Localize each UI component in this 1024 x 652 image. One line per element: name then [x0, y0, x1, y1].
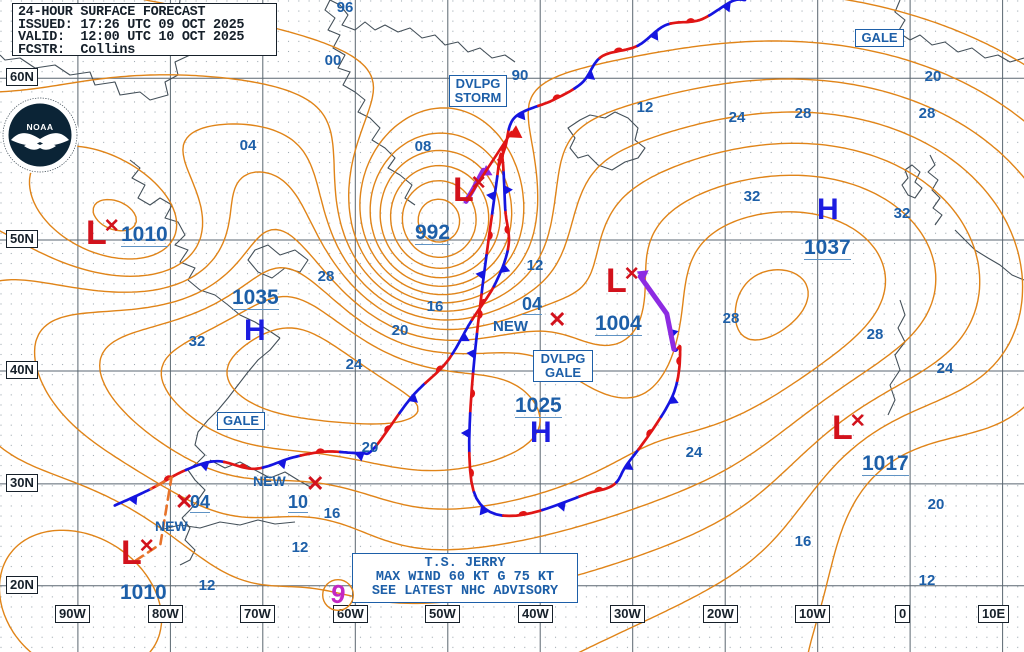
svg-text:08: 08 — [415, 138, 432, 155]
svg-text:28: 28 — [919, 105, 936, 122]
svg-text:16: 16 — [427, 298, 444, 315]
svg-text:20: 20 — [928, 496, 945, 513]
svg-text:96: 96 — [337, 0, 354, 16]
svg-text:20: 20 — [362, 439, 379, 456]
svg-text:00: 00 — [325, 52, 342, 69]
svg-text:12: 12 — [199, 577, 216, 594]
svg-text:24: 24 — [346, 356, 363, 373]
svg-text:12: 12 — [292, 539, 309, 556]
svg-text:16: 16 — [324, 505, 341, 522]
svg-text:28: 28 — [867, 326, 884, 343]
svg-text:28: 28 — [318, 268, 335, 285]
svg-text:24: 24 — [686, 444, 703, 461]
svg-text:16: 16 — [795, 533, 812, 550]
svg-text:04: 04 — [240, 137, 257, 154]
svg-text:12: 12 — [919, 572, 936, 589]
svg-text:12: 12 — [637, 99, 654, 116]
svg-text:24: 24 — [937, 360, 954, 377]
svg-text:28: 28 — [795, 105, 812, 122]
svg-text:32: 32 — [744, 188, 761, 205]
svg-text:24: 24 — [729, 109, 746, 126]
svg-text:20: 20 — [925, 68, 942, 85]
svg-text:90: 90 — [512, 67, 529, 84]
svg-text:12: 12 — [527, 257, 544, 274]
svg-text:32: 32 — [894, 205, 911, 222]
svg-text:NOAA: NOAA — [26, 122, 53, 132]
svg-text:9: 9 — [329, 578, 348, 610]
svg-text:20: 20 — [392, 322, 409, 339]
svg-text:28: 28 — [723, 310, 740, 327]
svg-text:32: 32 — [189, 333, 206, 350]
